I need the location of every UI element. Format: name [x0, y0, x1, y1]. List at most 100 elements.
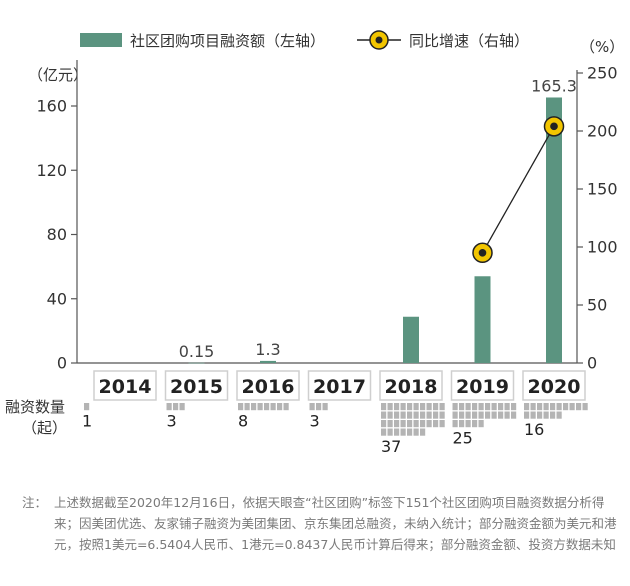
count-square: [244, 403, 250, 411]
count-square: [563, 403, 569, 411]
count-square: [413, 420, 419, 428]
count-square: [439, 420, 445, 428]
left-axis-tick-label: 40: [47, 289, 67, 308]
count-square: [309, 403, 315, 411]
year-box: [236, 370, 300, 401]
right-axis-tick-label: 250: [587, 64, 618, 83]
count-square: [491, 411, 497, 419]
count-square: [400, 411, 406, 419]
count-square: [491, 403, 497, 411]
growth-line: [481, 126, 555, 254]
x-tick-label: 2017: [313, 376, 366, 398]
count-square: [381, 428, 387, 436]
x-tick-label: 2019: [456, 376, 509, 398]
count-square: [569, 403, 575, 411]
count-square: [251, 403, 257, 411]
footnote-text: 上述数据截至2020年12月16日，依据天眼查“社区团购”标签下151个社区团购…: [54, 495, 617, 552]
count-square: [524, 403, 530, 411]
right-axis-tick-label: 200: [587, 122, 618, 141]
count-square: [530, 411, 536, 419]
count-square: [485, 411, 491, 419]
count-square: [166, 403, 172, 411]
count-square: [413, 411, 419, 419]
count-square: [394, 420, 400, 428]
left-axis-unit: （亿元）: [28, 66, 88, 84]
count-square: [179, 403, 185, 411]
count-square: [550, 403, 556, 411]
count-square: [316, 403, 322, 411]
legend-line-marker-dot: [375, 36, 383, 44]
year-box: [93, 370, 157, 401]
count-square: [381, 420, 387, 428]
count-square: [394, 403, 400, 411]
year-box: [450, 370, 515, 401]
right-axis-tick-label: 150: [587, 180, 618, 199]
right-axis-tick-label: 50: [587, 296, 607, 315]
legend-bar-swatch: [80, 33, 122, 47]
count-square: [452, 403, 458, 411]
count-square: [407, 428, 413, 436]
count-square: [452, 411, 458, 419]
bar-value-label: 0.15: [179, 342, 215, 361]
count-square: [459, 420, 465, 428]
count-square: [400, 428, 406, 436]
bar-value-label: 1.3: [255, 340, 280, 359]
count-square: [420, 403, 426, 411]
count-square: [270, 403, 276, 411]
count-square: [394, 428, 400, 436]
left-axis-tick-label: 120: [36, 161, 67, 180]
legend-bar-label: 社区团购项目融资额（左轴）: [130, 32, 325, 50]
count-square: [413, 403, 419, 411]
bar: [546, 97, 562, 363]
count-square: [498, 403, 504, 411]
count-square: [511, 403, 517, 411]
count-square: [420, 428, 426, 436]
count-square: [381, 403, 387, 411]
count-square: [459, 411, 465, 419]
count-square: [537, 411, 543, 419]
count-square: [550, 411, 556, 419]
x-tick-label: 2016: [242, 376, 295, 398]
count-square: [420, 411, 426, 419]
count-square: [413, 428, 419, 436]
count-square: [426, 411, 432, 419]
count-square: [400, 403, 406, 411]
count-axis-label: 融资数量: [5, 398, 65, 416]
count-square: [433, 403, 439, 411]
count-square: [465, 411, 471, 419]
count-square: [387, 428, 393, 436]
footnote-label: 注：: [22, 495, 48, 510]
count-square: [472, 403, 478, 411]
x-tick-label: 2020: [528, 376, 581, 398]
count-square: [387, 411, 393, 419]
count-square: [322, 403, 328, 411]
count-square: [420, 420, 426, 428]
count-square: [433, 411, 439, 419]
count-square: [426, 403, 432, 411]
count-square: [524, 411, 530, 419]
right-axis-unit: （%）: [580, 38, 624, 56]
x-tick-label: 2018: [385, 376, 438, 398]
count-square: [472, 420, 478, 428]
count-square: [465, 403, 471, 411]
count-square: [257, 403, 263, 411]
count-square: [498, 411, 504, 419]
count-axis-unit: （起）: [22, 419, 67, 437]
count-square: [504, 411, 510, 419]
count-square: [439, 411, 445, 419]
count-square: [478, 411, 484, 419]
left-axis-tick-label: 0: [57, 354, 67, 373]
count-square: [387, 403, 393, 411]
count-value: 8: [238, 412, 248, 431]
count-value: 1: [82, 412, 92, 431]
chart-svg: 社区团购项目融资额（左轴） 同比增速（右轴）（亿元）（%）040801201600…: [5, 30, 624, 456]
legend-line-label: 同比增速（右轴）: [409, 32, 529, 50]
bar: [260, 360, 276, 363]
count-square: [459, 403, 465, 411]
count-square: [478, 420, 484, 428]
count-square: [439, 403, 445, 411]
bar-value-label: 165.3: [531, 76, 577, 95]
count-square: [543, 403, 549, 411]
count-square: [407, 403, 413, 411]
